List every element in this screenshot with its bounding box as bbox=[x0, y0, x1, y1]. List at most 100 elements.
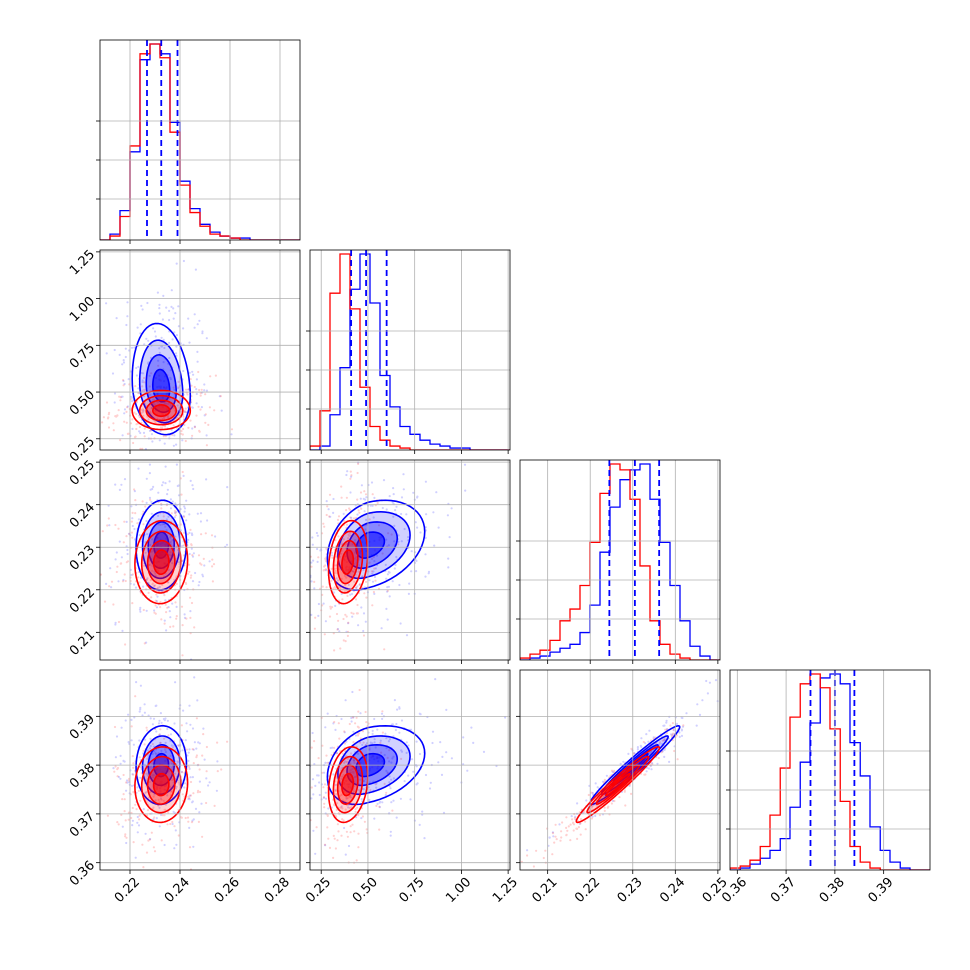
scatter-point bbox=[130, 573, 133, 577]
scatter-point bbox=[322, 796, 326, 799]
scatter-point bbox=[118, 488, 121, 491]
scatter-point bbox=[332, 587, 335, 590]
scatter-point bbox=[386, 756, 389, 760]
scatter-point bbox=[169, 507, 173, 510]
scatter-point bbox=[117, 775, 120, 779]
scatter-point bbox=[197, 820, 200, 824]
scatter-point bbox=[142, 409, 145, 412]
scatter-point bbox=[156, 595, 159, 598]
scatter-point bbox=[173, 772, 177, 775]
scatter-point bbox=[125, 836, 128, 839]
scatter-point bbox=[355, 586, 358, 590]
scatter-point bbox=[350, 611, 353, 615]
scatter-point bbox=[324, 568, 327, 571]
scatter-point bbox=[168, 309, 171, 312]
scatter-point bbox=[415, 570, 418, 573]
scatter-point bbox=[159, 728, 162, 731]
scatter-point bbox=[151, 582, 154, 585]
scatter-point bbox=[151, 538, 154, 541]
scatter-point bbox=[172, 810, 175, 814]
scatter-point bbox=[166, 452, 168, 454]
scatter-point bbox=[352, 770, 355, 774]
scatter-point bbox=[190, 547, 193, 550]
scatter-point bbox=[142, 431, 146, 434]
scatter-point bbox=[610, 802, 614, 805]
scatter-point bbox=[332, 834, 335, 838]
scatter-point bbox=[125, 520, 128, 524]
scatter-point bbox=[590, 817, 594, 820]
scatter-point bbox=[407, 536, 410, 539]
scatter-point bbox=[332, 497, 335, 501]
scatter-point bbox=[340, 767, 343, 770]
scatter-point bbox=[182, 514, 185, 518]
scatter-point bbox=[323, 806, 326, 809]
scatter-point bbox=[154, 612, 157, 615]
scatter-point bbox=[181, 439, 184, 442]
scatter-point bbox=[370, 570, 374, 573]
scatter-point bbox=[156, 291, 159, 294]
scatter-point bbox=[390, 801, 393, 804]
scatter-point bbox=[307, 755, 309, 757]
scatter-point bbox=[343, 731, 346, 734]
scatter-point bbox=[172, 317, 175, 320]
scatter-point bbox=[369, 788, 372, 792]
scatter-point bbox=[400, 757, 403, 761]
scatter-point bbox=[132, 762, 135, 765]
scatter-point bbox=[139, 610, 142, 613]
scatter-point bbox=[373, 817, 376, 820]
scatter-point bbox=[680, 729, 684, 732]
scatter-point bbox=[185, 411, 188, 414]
scatter-point bbox=[198, 429, 201, 432]
scatter-point bbox=[340, 592, 343, 596]
scatter-point bbox=[333, 804, 336, 807]
scatter-point bbox=[132, 743, 135, 746]
scatter-point bbox=[377, 587, 381, 590]
scatter-point bbox=[353, 761, 356, 765]
scatter-point bbox=[390, 778, 393, 781]
scatter-point bbox=[575, 827, 578, 830]
scatter-point bbox=[139, 576, 142, 580]
scatter-point bbox=[555, 838, 558, 841]
scatter-point bbox=[388, 495, 391, 498]
scatter-point bbox=[645, 770, 648, 773]
scatter-point bbox=[579, 818, 583, 821]
contour-line bbox=[355, 752, 386, 778]
scatter-point bbox=[171, 338, 174, 341]
scatter-point bbox=[675, 722, 679, 726]
scatter-point bbox=[388, 775, 391, 778]
scatter-point bbox=[650, 768, 653, 771]
scatter-point bbox=[181, 771, 184, 774]
scatter-point bbox=[186, 754, 189, 757]
scatter-point bbox=[126, 432, 129, 435]
scatter-point bbox=[202, 557, 205, 561]
scatter-point bbox=[656, 762, 659, 765]
scatter-point bbox=[101, 530, 104, 533]
scatter-point bbox=[356, 752, 360, 755]
scatter-point bbox=[335, 555, 338, 558]
scatter-point bbox=[349, 825, 352, 828]
scatter-point bbox=[326, 505, 329, 508]
scatter-point bbox=[135, 366, 138, 370]
contour-line bbox=[326, 499, 426, 591]
scatter-point bbox=[148, 429, 152, 432]
scatter-point bbox=[111, 372, 115, 375]
scatter-point bbox=[58, 327, 60, 329]
scatter-point bbox=[352, 716, 355, 719]
scatter-point bbox=[160, 749, 163, 753]
scatter-point bbox=[554, 835, 557, 838]
scatter-point bbox=[573, 816, 577, 820]
scatter-point bbox=[619, 762, 622, 766]
panel-frame bbox=[309, 249, 511, 451]
scatter-point bbox=[359, 497, 362, 500]
scatter-point bbox=[182, 427, 185, 431]
scatter-point bbox=[388, 749, 391, 752]
scatter-point bbox=[402, 488, 405, 491]
scatter-point bbox=[356, 734, 360, 737]
scatter-point bbox=[201, 835, 204, 838]
scatter-point bbox=[361, 815, 364, 818]
scatter-point bbox=[385, 607, 388, 611]
scatter-point bbox=[520, 878, 522, 880]
scatter-point bbox=[384, 732, 387, 735]
scatter-point bbox=[325, 586, 328, 589]
scatter-point bbox=[157, 722, 161, 725]
